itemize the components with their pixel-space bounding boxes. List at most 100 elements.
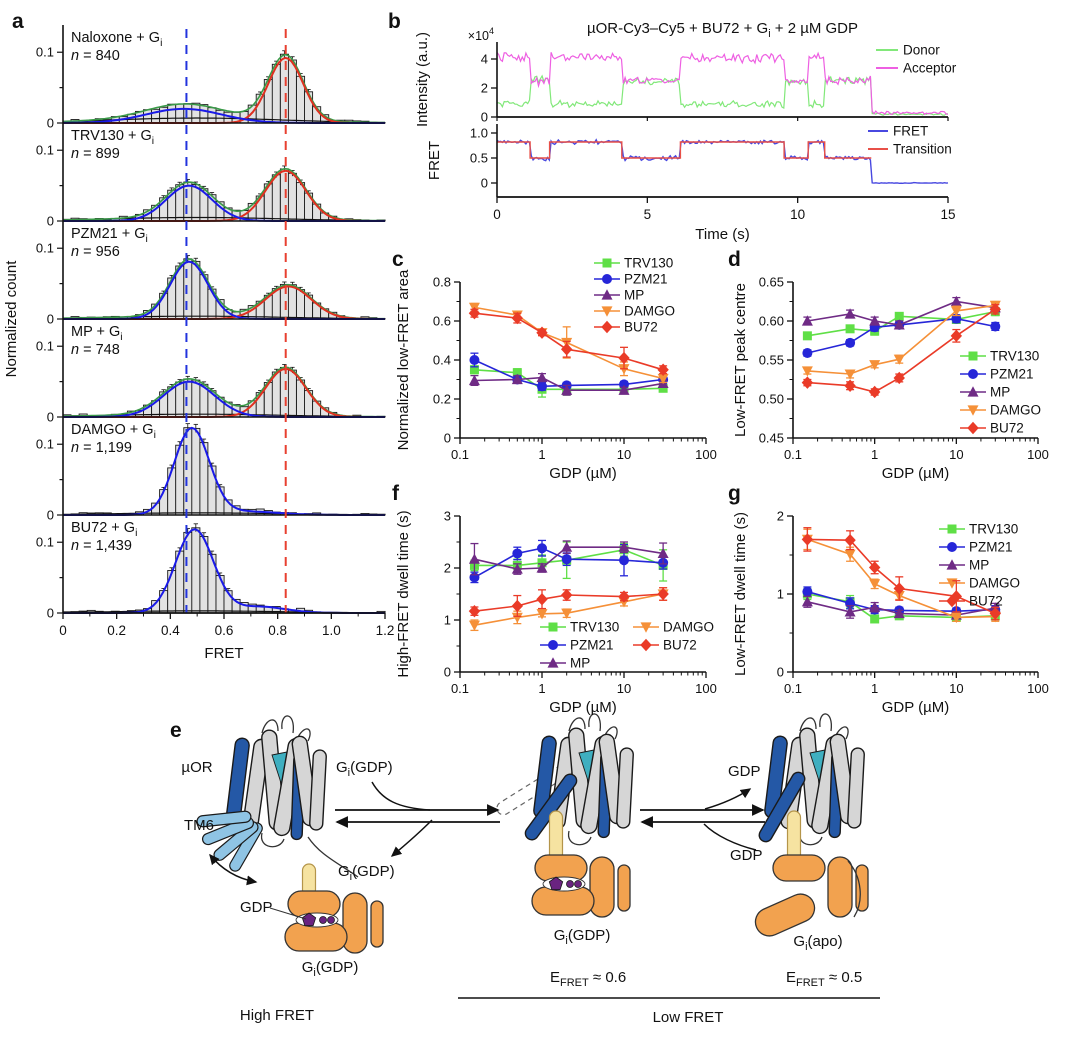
legend-marker-PZM21 bbox=[548, 640, 558, 650]
marker-triangle-up bbox=[536, 562, 548, 573]
marker-diamond bbox=[536, 326, 548, 339]
x-axis-title: GDP (µM) bbox=[549, 699, 617, 716]
marker-diamond bbox=[468, 604, 481, 618]
efret-05-label: EFRET ≈ 0.5 bbox=[786, 969, 862, 989]
hist-bar bbox=[183, 427, 193, 516]
xtick-label: 0 bbox=[59, 623, 67, 638]
hist-ligand-label: PZM21 + Gi bbox=[71, 226, 148, 245]
ytick-label: 0 bbox=[444, 665, 451, 680]
ytick-label: 0.4 bbox=[433, 353, 451, 368]
legend-label-DAMGO: DAMGO bbox=[969, 576, 1020, 591]
marker-triangle-up bbox=[801, 315, 813, 326]
panel-label-a: a bbox=[12, 10, 24, 33]
ytick-label: 0 bbox=[444, 431, 451, 446]
series-line bbox=[474, 376, 664, 392]
legend-marker-PZM21 bbox=[602, 274, 612, 284]
marker-triangle-up bbox=[561, 541, 573, 552]
marker-triangle-up bbox=[869, 601, 881, 612]
gdp-label-release: GDP bbox=[728, 763, 761, 780]
marker-triangle-up bbox=[561, 384, 573, 395]
legend-label-MP: MP bbox=[969, 558, 989, 573]
legend-label-MP: MP bbox=[990, 385, 1010, 400]
ytick-label: 4 bbox=[481, 52, 488, 67]
hist-bar bbox=[159, 590, 169, 614]
hist-n-label: n = 956 bbox=[71, 244, 120, 260]
ytick-label: 0.55 bbox=[759, 353, 784, 368]
ytick-label: 0 bbox=[47, 508, 54, 523]
hist-bar bbox=[191, 427, 201, 516]
legend-label-BU72: BU72 bbox=[663, 638, 697, 653]
marker-circle bbox=[619, 555, 629, 566]
marker-square bbox=[845, 324, 855, 334]
series-line bbox=[807, 308, 996, 393]
ytick-label: 0.5 bbox=[470, 151, 488, 166]
hist-bar bbox=[279, 366, 289, 418]
marker-diamond bbox=[989, 303, 1001, 316]
x-axis-title: GDP (µM) bbox=[882, 699, 950, 716]
ytick-label: 0 bbox=[481, 110, 488, 125]
hist-bar bbox=[167, 570, 177, 614]
marker-diamond bbox=[868, 561, 881, 574]
series-line bbox=[807, 538, 996, 615]
hist-bar bbox=[215, 109, 225, 124]
marker-diamond bbox=[989, 607, 1001, 620]
xtick-label: 0.6 bbox=[215, 623, 234, 638]
y-axis-title: Low-FRET peak centre bbox=[732, 283, 749, 437]
panel-c-chart: 0 0.2 0.4 0.6 0.8 0.1 1 10 100 GDP (µM) Normalized… bbox=[395, 256, 717, 483]
legend-marker-TRV130 bbox=[968, 351, 978, 361]
hist-n-label: n = 748 bbox=[71, 342, 120, 358]
panel-f-chart: 0 1 2 3 0.1 1 10 100 GDP (µM) High-FRET dwell tim… bbox=[395, 509, 717, 717]
hist-bar bbox=[207, 465, 217, 516]
gdp-pointer-line bbox=[269, 907, 307, 920]
gi-dissociation-curve bbox=[390, 819, 433, 857]
hist-bar bbox=[279, 168, 289, 222]
marker-triangle-down bbox=[536, 609, 548, 620]
ytick-label: 0.1 bbox=[36, 143, 54, 158]
legend-marker-MP bbox=[601, 289, 613, 300]
panel-label-d: d bbox=[728, 248, 741, 271]
marker-triangle-up bbox=[536, 371, 548, 383]
hist-n-label: n = 1,199 bbox=[71, 440, 132, 456]
hist-bar bbox=[191, 102, 201, 124]
hist-bar bbox=[183, 378, 193, 418]
marker-diamond bbox=[868, 385, 881, 399]
marker-square bbox=[469, 365, 479, 375]
xtick-label: 1 bbox=[538, 447, 545, 462]
hist-n-label: n = 840 bbox=[71, 48, 120, 64]
series-line bbox=[474, 593, 664, 612]
hist-ligand-label: BU72 + Gi bbox=[71, 520, 137, 539]
legend-label-DAMGO: DAMGO bbox=[663, 620, 714, 635]
marker-triangle-up bbox=[468, 553, 480, 564]
hist-bar bbox=[207, 107, 217, 124]
hist-bar bbox=[183, 181, 193, 222]
series-line bbox=[474, 312, 664, 371]
marker-triangle-down bbox=[869, 360, 881, 371]
legend-label-BU72: BU72 bbox=[990, 421, 1024, 436]
hist-bar bbox=[167, 467, 177, 516]
legend-label-DAMGO: DAMGO bbox=[990, 403, 1041, 418]
xtick-label: 0.1 bbox=[451, 447, 469, 462]
xtick-label: 0.8 bbox=[268, 623, 287, 638]
histogram-row-5: 0 0.1 DAMGO + Gin = 1,199 bbox=[36, 422, 386, 523]
hist-ligand-label: Naloxone + Gi bbox=[71, 30, 162, 49]
hist-bar bbox=[183, 258, 193, 320]
gdp-binding-curve bbox=[703, 823, 757, 851]
hist-bar bbox=[167, 103, 177, 124]
ytick-label: 0 bbox=[47, 606, 54, 621]
hist-bar bbox=[271, 371, 281, 418]
panel-label-e: e bbox=[170, 719, 182, 742]
series-line bbox=[474, 306, 664, 380]
ytick-label: 0.1 bbox=[36, 45, 54, 60]
xtick-label: 100 bbox=[695, 681, 717, 696]
xtick-label: 0 bbox=[493, 207, 501, 222]
marker-diamond bbox=[468, 307, 481, 320]
legend-label-TRV130: TRV130 bbox=[570, 620, 619, 635]
marker-circle bbox=[990, 321, 1001, 332]
marker-triangle-down bbox=[844, 369, 856, 380]
marker-triangle-up bbox=[844, 308, 856, 319]
ytick-label: 1.0 bbox=[470, 126, 488, 141]
hist-bar bbox=[199, 536, 209, 614]
xtick-label: 1 bbox=[871, 447, 878, 462]
